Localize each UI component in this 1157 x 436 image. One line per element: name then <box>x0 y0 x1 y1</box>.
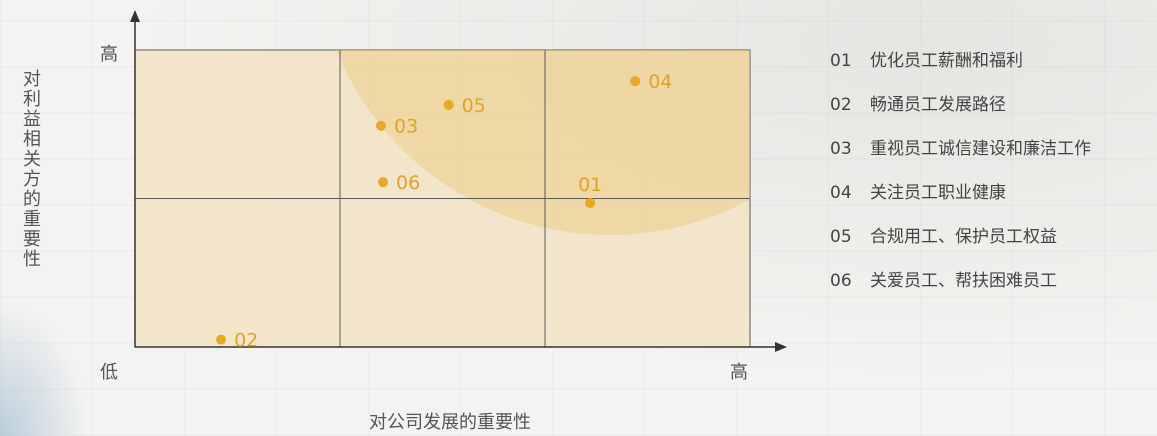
data-label-05: 05 <box>462 95 486 117</box>
legend-item: 02 畅通员工发展路径 <box>830 90 1091 115</box>
data-point-03 <box>376 120 386 131</box>
legend-number: 03 <box>830 139 852 159</box>
x-axis-high-label: 高 <box>730 362 748 383</box>
data-label-03: 03 <box>394 116 418 138</box>
legend-item: 05 合规用工、保护员工权益 <box>830 222 1091 247</box>
legend-item: 04 关注员工职业健康 <box>830 178 1091 203</box>
y-axis-label: 对利益相关方的重要性 <box>23 69 41 270</box>
legend-text: 畅通员工发展路径 <box>870 95 1006 115</box>
legend-number: 01 <box>830 51 852 71</box>
data-label-06: 06 <box>396 172 420 194</box>
legend-text: 优化员工薪酬和福利 <box>870 51 1023 71</box>
legend-text: 重视员工诚信建设和廉洁工作 <box>870 139 1091 159</box>
legend-item: 06 关爱员工、帮扶困难员工 <box>830 266 1091 291</box>
data-point-02 <box>216 334 227 345</box>
legend-item: 03 重视员工诚信建设和廉洁工作 <box>830 134 1091 159</box>
x-axis-low-label: 低 <box>100 362 118 383</box>
legend-item: 01 优化员工薪酬和福利 <box>830 46 1091 71</box>
data-label-04: 04 <box>648 71 672 93</box>
grid-lines <box>135 50 750 347</box>
data-label-01: 01 <box>578 174 602 196</box>
legend-text: 关注员工职业健康 <box>870 183 1006 203</box>
legend-text: 关爱员工、帮扶困难员工 <box>870 271 1057 291</box>
legend-number: 04 <box>830 183 852 203</box>
legend: 01 优化员工薪酬和福利 02 畅通员工发展路径 03 重视员工诚信建设和廉洁工作 0… <box>830 46 1091 310</box>
legend-number: 02 <box>830 95 852 115</box>
y-axis-high-label: 高 <box>100 44 118 65</box>
legend-number: 06 <box>830 271 852 291</box>
x-axis-arrow <box>775 342 787 352</box>
data-point-05 <box>443 99 454 110</box>
data-points: 01 02 03 04 05 06 <box>216 71 672 352</box>
x-axis-label: 对公司发展的重要性 <box>369 412 531 433</box>
data-point-04 <box>630 76 641 87</box>
high-priority-zone <box>336 50 750 235</box>
legend-number: 05 <box>830 227 852 247</box>
background-tint <box>0 300 90 436</box>
legend-text: 合规用工、保护员工权益 <box>870 227 1057 247</box>
data-point-01 <box>585 197 596 208</box>
data-label-02: 02 <box>234 330 258 352</box>
data-point-06 <box>378 177 389 188</box>
y-axis-arrow <box>130 10 140 22</box>
